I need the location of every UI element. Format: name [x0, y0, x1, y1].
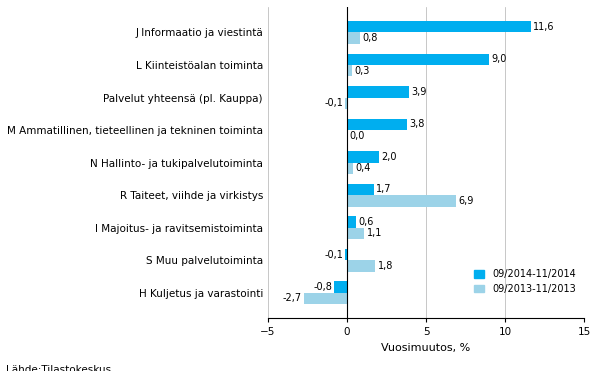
Text: 3,9: 3,9: [411, 87, 426, 97]
Bar: [347, 260, 376, 272]
Bar: [346, 249, 347, 260]
X-axis label: Vuosimuutos, %: Vuosimuutos, %: [382, 343, 471, 353]
Bar: [347, 184, 374, 195]
Text: 0,4: 0,4: [356, 163, 371, 173]
Text: -0,8: -0,8: [313, 282, 332, 292]
Bar: [304, 293, 347, 304]
Text: -0,1: -0,1: [324, 98, 343, 108]
Text: 11,6: 11,6: [533, 22, 554, 32]
Text: 9,0: 9,0: [492, 54, 507, 64]
Text: -2,7: -2,7: [283, 293, 302, 303]
Text: 0,6: 0,6: [359, 217, 374, 227]
Bar: [347, 162, 353, 174]
Bar: [346, 98, 347, 109]
Text: 2,0: 2,0: [381, 152, 396, 162]
Bar: [347, 21, 530, 33]
Bar: [347, 65, 352, 76]
Bar: [347, 195, 456, 207]
Text: 6,9: 6,9: [459, 196, 474, 206]
Text: 1,1: 1,1: [367, 229, 382, 239]
Bar: [347, 33, 359, 44]
Legend: 09/2014-11/2014, 09/2013-11/2013: 09/2014-11/2014, 09/2013-11/2013: [471, 265, 579, 298]
Bar: [334, 282, 347, 293]
Text: 1,8: 1,8: [378, 261, 393, 271]
Bar: [347, 228, 364, 239]
Bar: [347, 216, 356, 228]
Bar: [347, 54, 489, 65]
Bar: [347, 119, 407, 130]
Text: 3,8: 3,8: [410, 119, 425, 129]
Text: 0,3: 0,3: [354, 66, 370, 76]
Text: Lähde:Tilastokeskus: Lähde:Tilastokeskus: [6, 365, 111, 371]
Text: -0,1: -0,1: [324, 250, 343, 260]
Bar: [347, 86, 408, 98]
Bar: [347, 151, 379, 162]
Text: 0,8: 0,8: [362, 33, 377, 43]
Text: 0,0: 0,0: [349, 131, 365, 141]
Text: 1,7: 1,7: [376, 184, 392, 194]
